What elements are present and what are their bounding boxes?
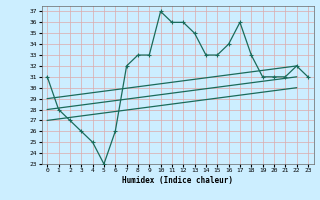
X-axis label: Humidex (Indice chaleur): Humidex (Indice chaleur)	[122, 176, 233, 185]
